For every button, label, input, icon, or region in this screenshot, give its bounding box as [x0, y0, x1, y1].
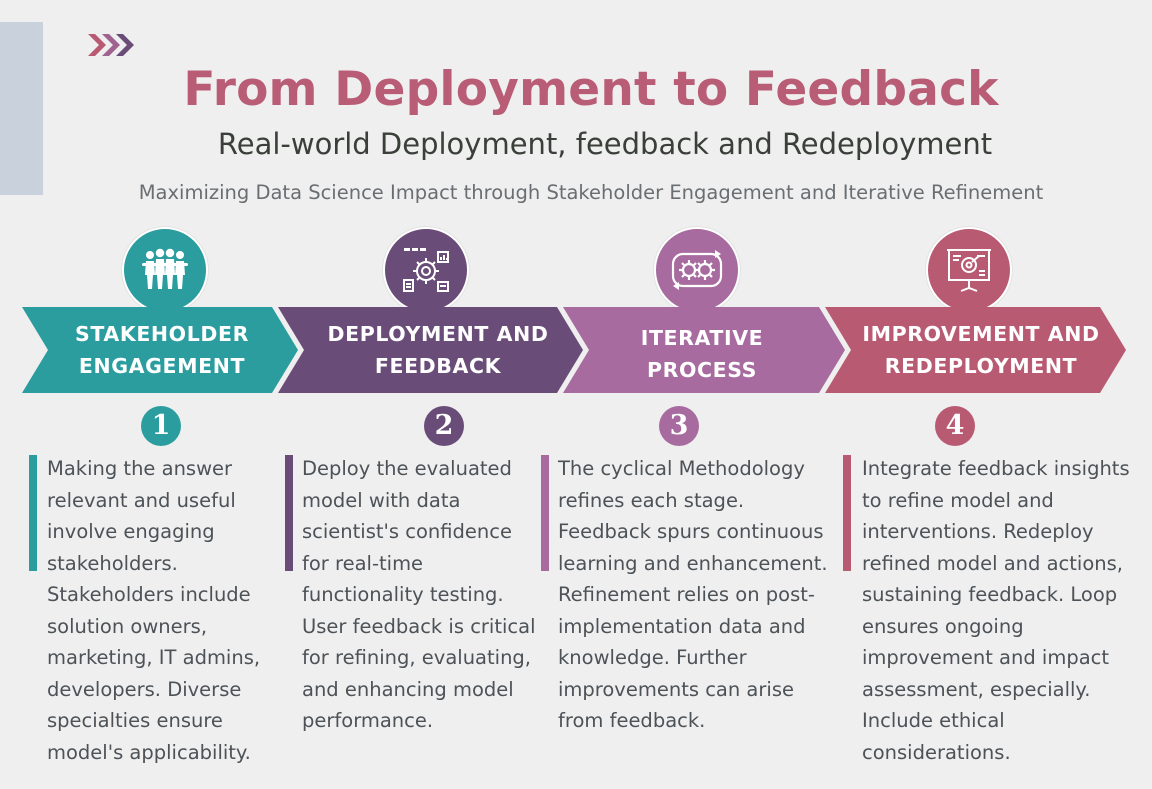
triple-chevron-icon [88, 34, 134, 56]
step-3-label: ITERATIVE PROCESS [590, 322, 814, 386]
step-3-label-line2: PROCESS [646, 358, 758, 382]
step-2-number: 2 [424, 406, 464, 446]
step-3-icon-circle [654, 227, 740, 313]
step-1-label-line1: STAKEHOLDER [75, 322, 249, 346]
cycle-gears-icon [671, 250, 723, 290]
step-1-label-line2: ENGAGEMENT [78, 354, 246, 378]
step-2-icon-circle [383, 227, 469, 313]
people-group-icon [142, 248, 188, 289]
step-3-number: 3 [659, 406, 699, 446]
step-2-arrow [278, 307, 583, 393]
step-2-label: DEPLOYMENT AND FEEDBACK [300, 318, 576, 382]
step-2-label-line1: DEPLOYMENT AND [327, 322, 549, 346]
presentation-board-icon [947, 249, 991, 292]
step-4-arrow [825, 307, 1126, 393]
step-2-description: Deploy the evaluated model with data sci… [302, 457, 536, 732]
step-4-label-line1: IMPROVEMENT AND [862, 322, 1100, 346]
page-subtitle: Real-world Deployment, feedback and Rede… [217, 127, 993, 161]
step-1-description: Making the answer relevant and useful in… [47, 457, 261, 764]
step-4-label: IMPROVEMENT AND REDEPLOYMENT [848, 318, 1114, 382]
step-2-accent-bar [285, 455, 293, 571]
step-3-label-line1: ITERATIVE [640, 326, 764, 350]
page-title: From Deployment to Feedback [183, 62, 999, 117]
step-4-description: Integrate feedback insights to refine mo… [862, 457, 1130, 764]
step-2-label-line2: FEEDBACK [374, 354, 502, 378]
step-1-icon-circle [122, 227, 208, 313]
step-1-accent-bar [29, 455, 37, 571]
page-tagline: Maximizing Data Science Impact through S… [138, 181, 1044, 204]
step-1-arrow [22, 307, 298, 393]
step-4-number: 4 [935, 406, 975, 446]
side-accent-block [0, 22, 43, 195]
step-3-accent-bar [541, 455, 549, 571]
step-1-number: 1 [141, 406, 181, 446]
step-3-arrow [563, 307, 845, 393]
step-1-label: STAKEHOLDER ENGAGEMENT [44, 318, 280, 382]
step-4-icon-circle [926, 227, 1012, 313]
step-4-accent-bar [843, 455, 851, 571]
gear-workflow-icon [403, 248, 449, 292]
step-4-label-line2: REDEPLOYMENT [884, 354, 1078, 378]
step-3-description: The cyclical Methodology refines each st… [558, 457, 828, 732]
